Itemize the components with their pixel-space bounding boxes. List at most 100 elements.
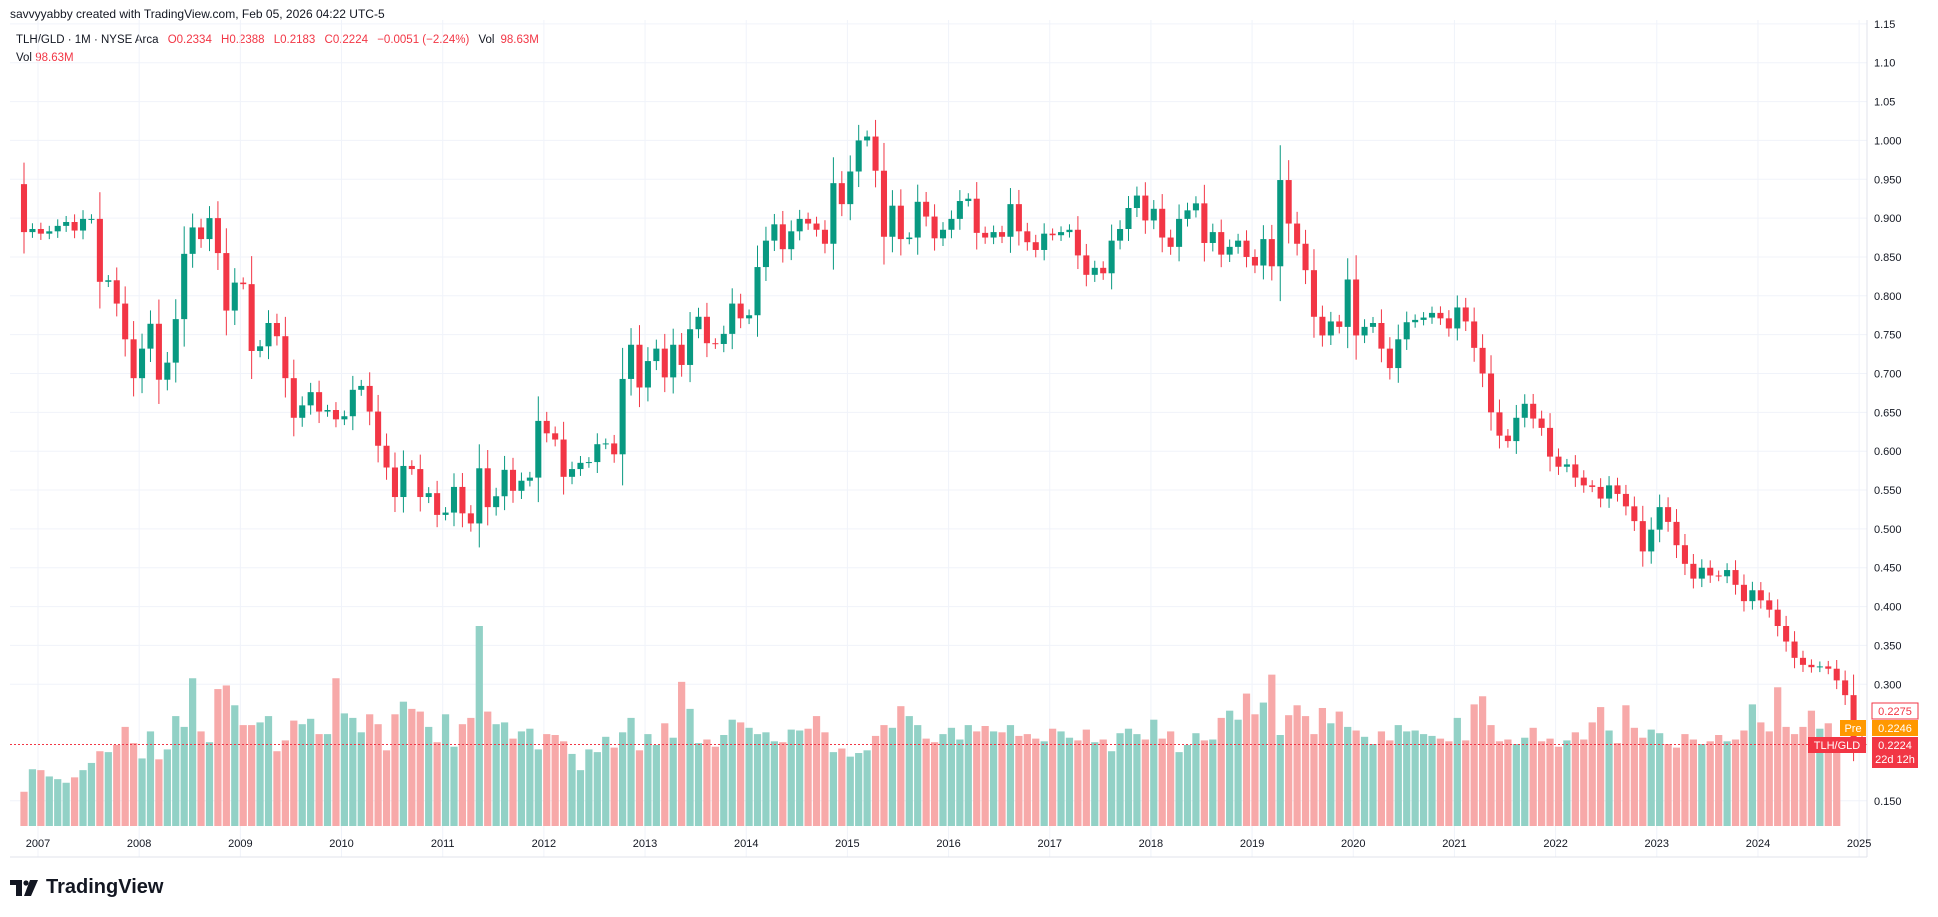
tradingview-logo[interactable]: TradingView	[10, 876, 163, 899]
volume-bar	[1790, 734, 1799, 826]
volume-bar	[1807, 710, 1816, 826]
candle-body	[914, 201, 921, 238]
candle-body	[1226, 246, 1233, 255]
tag-high-box	[1871, 702, 1919, 720]
candle-body	[1665, 507, 1672, 522]
volume-bar	[998, 732, 1006, 826]
candle-body	[442, 512, 449, 515]
volume-bar	[1006, 725, 1015, 826]
y-tick-label: 0.900	[1874, 213, 1902, 225]
candle-body	[838, 183, 845, 205]
volume-bar	[1740, 730, 1748, 826]
volume-bar	[694, 743, 703, 826]
candle-body	[1201, 203, 1208, 243]
candle-body	[1547, 427, 1554, 457]
candle-body	[282, 336, 289, 379]
last-value-box	[1872, 737, 1918, 768]
volume-bar	[812, 716, 821, 826]
chart-attribution: savvyyabby created with TradingView.com,…	[10, 7, 385, 21]
candle-body	[375, 411, 382, 446]
candle-body	[1403, 322, 1410, 340]
volume-bar	[737, 722, 745, 826]
volume-bar	[189, 678, 197, 826]
volume-bar	[281, 740, 289, 826]
candle-body	[1479, 347, 1486, 374]
candle-body	[1369, 323, 1377, 327]
volume-bar	[172, 716, 180, 826]
candle-body	[687, 329, 694, 365]
y-tick-label: 1.05	[1874, 97, 1895, 109]
volume-bar	[1529, 727, 1537, 826]
candle-body	[1589, 485, 1596, 487]
candle-body	[1783, 626, 1790, 642]
volume-bar	[1183, 744, 1192, 826]
volume-bar	[897, 706, 905, 826]
volume-bar	[1200, 740, 1208, 826]
volume-bar	[838, 748, 846, 826]
volume-bar	[104, 752, 112, 826]
volume-bar	[922, 738, 930, 826]
candle-body	[1496, 412, 1503, 436]
volume-bar	[669, 737, 677, 826]
volume-bar	[1352, 730, 1360, 826]
volume-bar	[1470, 704, 1478, 826]
candle-body	[1614, 485, 1621, 494]
volume-bar	[315, 734, 323, 826]
volume-bar	[332, 678, 340, 826]
candle-body	[273, 323, 280, 337]
candle-body	[906, 237, 913, 240]
volume-bar	[1403, 731, 1411, 826]
candle-body	[703, 316, 710, 344]
volume-bar	[441, 714, 450, 826]
volume-bar	[1209, 739, 1217, 826]
candle-body	[897, 205, 904, 240]
volume-legend-label[interactable]: Vol	[16, 52, 32, 64]
candle-body	[1395, 339, 1402, 369]
volume-bar	[770, 741, 778, 826]
volume-bar	[129, 743, 138, 826]
volume-bar	[425, 726, 433, 826]
y-tick-label: 0.150	[1874, 796, 1902, 808]
volume-bar	[1099, 739, 1107, 826]
volume-bar	[248, 725, 256, 826]
volume-bar	[264, 716, 273, 826]
candle-body	[653, 348, 660, 362]
y-tick-label: 0.300	[1874, 679, 1902, 691]
volume-bar	[1462, 740, 1470, 826]
volume-bar	[880, 725, 888, 826]
candle-body	[105, 280, 112, 282]
legend-low: L0.2183	[273, 34, 316, 46]
volume-bar	[914, 725, 922, 826]
volume-bar	[366, 714, 374, 826]
candle-body	[501, 469, 508, 497]
candle-body	[476, 468, 483, 524]
candle-body	[1799, 657, 1807, 665]
candle-body	[1041, 233, 1048, 250]
legend-symbol[interactable]: TLH/GLD · 1M · NYSE Arca	[16, 34, 159, 46]
candle-body	[754, 267, 761, 316]
volume-bar	[121, 726, 129, 826]
volume-bar	[618, 732, 627, 826]
volume-bar	[1487, 725, 1495, 826]
candle-body	[1015, 204, 1022, 232]
volume-bar	[964, 725, 972, 826]
candle-body	[1218, 232, 1225, 255]
candle-body	[762, 240, 769, 268]
candle-body	[543, 420, 550, 434]
volume-bar	[1293, 705, 1301, 826]
volume-bar	[745, 727, 753, 826]
candle-body	[1648, 529, 1655, 552]
candle-body	[1471, 321, 1478, 348]
candle-body	[965, 198, 972, 202]
candle-body	[450, 486, 458, 513]
volume-bar	[1748, 704, 1757, 826]
candle-body	[1294, 223, 1301, 244]
volume-bar	[467, 717, 475, 826]
candle-body	[139, 348, 146, 379]
volume-bar	[703, 739, 711, 826]
volume-bar	[1091, 742, 1099, 826]
volume-bar	[1436, 738, 1445, 826]
candle-body	[130, 339, 137, 379]
candle-body	[1580, 477, 1587, 486]
